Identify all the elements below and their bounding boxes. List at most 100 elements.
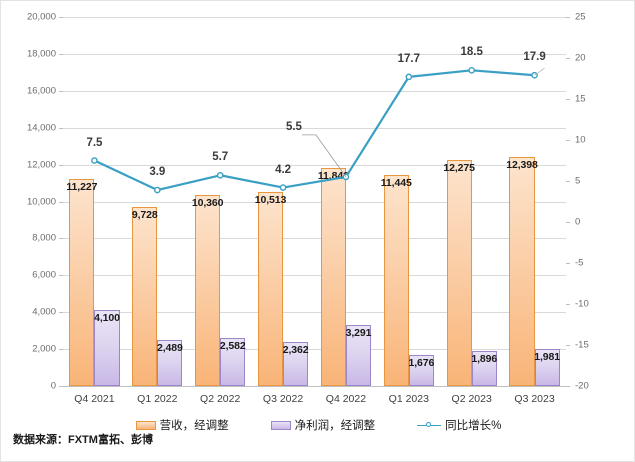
revenue-bar [509,157,535,386]
net-profit-bar [534,349,560,386]
net-profit-bar-value-label: 2,489 [156,342,183,355]
net-profit-bar [345,325,372,386]
x-axis-tick-label: Q1 2023 [388,393,429,405]
left-axis-tick-label: 2,000 [32,343,56,355]
legend-label-revenue: 营收，经调整 [159,420,229,432]
legend-item-net-profit[interactable]: 净利润，经调整 [270,417,375,433]
right-axis-tick-mark [566,263,570,264]
left-axis-tick-label: 6,000 [32,269,56,281]
growth-value-label: 4.2 [275,163,292,176]
growth-line-marker [468,67,475,74]
right-axis-tick-label: -15 [575,339,589,351]
growth-line-marker [405,73,413,81]
left-axis-tick-label: 14,000 [26,122,56,134]
right-axis-tick-mark [566,345,570,346]
plot-area: 0 2,000 4,000 6,000 8,000 10,000 12,000 14,000 1… [27,12,589,392]
net-profit-bar [283,342,309,386]
right-axis-tick-mark [566,140,570,141]
right-axis-tick-mark [566,58,570,59]
net-profit-bar-value-label: 2,582 [219,340,246,353]
left-axis-tick-mark [59,386,63,387]
net-profit-bar [408,355,434,386]
revenue-bar-value-label: 12,275 [443,161,475,174]
right-axis-tick-mark [566,386,570,387]
right-axis-tick-label: 0 [575,216,581,228]
right-axis-tick-label: 25 [575,11,586,23]
left-axis-tick-mark [59,90,63,92]
revenue-bar-value-label: 11,445 [380,176,412,189]
net-profit-bar [94,310,120,386]
growth-line-marker [279,184,287,191]
left-axis-tick-mark [59,312,63,314]
left-axis-tick-mark [59,17,63,18]
revenue-bar-value-label: 11,840 [317,169,349,182]
x-axis-tick-label: Q2 2022 [200,393,241,405]
right-axis-tick-label: 5 [575,175,581,187]
revenue-bar [320,167,346,386]
revenue-bar-value-label: 10,513 [254,194,287,207]
net-profit-bar [220,338,246,386]
gridline [63,201,566,203]
revenue-bar-value-label: 12,398 [506,159,538,172]
right-axis-tick-mark [566,222,570,223]
left-axis-tick-label: 8,000 [32,232,56,244]
right-axis-tick-label: -20 [575,380,589,392]
right-axis-tick-label: -5 [575,257,584,269]
growth-value-label: 5.7 [212,151,229,164]
right-axis-tick-mark [566,304,570,305]
net-profit-bar-value-label: 3,291 [345,327,372,340]
legend-label-yoy-growth: 同比增长% [445,420,502,432]
gridline [63,164,566,166]
legend-item-yoy-growth[interactable]: 同比增长% [417,417,501,433]
growth-value-label: 17.9 [523,51,546,64]
growth-value-label: 3.9 [149,166,166,179]
right-axis-tick-mark [566,181,570,182]
right-axis-tick-label: 20 [575,52,586,64]
growth-line-marker [216,171,224,179]
left-axis-tick-mark [59,201,63,203]
gridline [63,17,566,18]
left-axis-tick-mark [59,349,63,351]
revenue-bar [446,159,472,386]
right-axis-tick-mark [566,17,570,18]
revenue-bar [69,178,95,386]
gridline [63,349,566,351]
right-axis-tick-label: -10 [575,298,589,310]
left-axis-tick-mark [59,164,63,166]
left-axis-tick-label: 18,000 [26,48,56,60]
right-axis-tick-label: 10 [575,134,586,146]
x-axis-tick-label: Q4 2022 [325,393,367,405]
left-axis-tick-mark [59,127,63,129]
left-axis-tick-label: 10,000 [26,196,56,207]
growth-line-marker [91,157,98,164]
net-profit-bar-value-label: 4,100 [94,312,120,325]
gridline [63,312,566,314]
revenue-bar [132,206,158,386]
left-axis-tick-label: 0 [50,380,56,392]
left-axis-tick-mark [59,275,63,277]
growth-value-label: 17.7 [397,52,421,65]
net-profit-bar-value-label: 1,676 [408,357,435,370]
source-note: 数据来源：FXTM富拓、彭博 [13,434,153,446]
gridline [63,238,566,240]
left-axis-tick-mark [59,238,63,240]
legend-item-revenue[interactable]: 营收，经调整 [135,417,229,433]
growth-line-marker [154,186,161,194]
x-axis-tick-label: Q1 2022 [137,393,178,405]
gridline [63,53,566,55]
right-axis-tick-label: 15 [575,93,586,105]
net-profit-bar-value-label: 1,981 [534,351,561,364]
net-profit-bar [471,351,497,386]
net-profit-bar [157,340,183,386]
chart-legend: 营收，经调整 净利润，经调整 同比增长% [1,417,634,433]
revenue-bar-value-label: 10,360 [191,196,224,209]
left-axis-tick-label: 4,000 [32,306,56,318]
growth-value-label: 18.5 [460,46,483,59]
left-axis-tick-label: 20,000 [26,11,56,23]
growth-line-marker [531,71,538,79]
net-profit-swatch-icon [270,420,291,430]
callout-leader-line [534,67,545,76]
revenue-bar [195,194,221,386]
revenue-bar-value-label: 11,227 [66,180,98,193]
